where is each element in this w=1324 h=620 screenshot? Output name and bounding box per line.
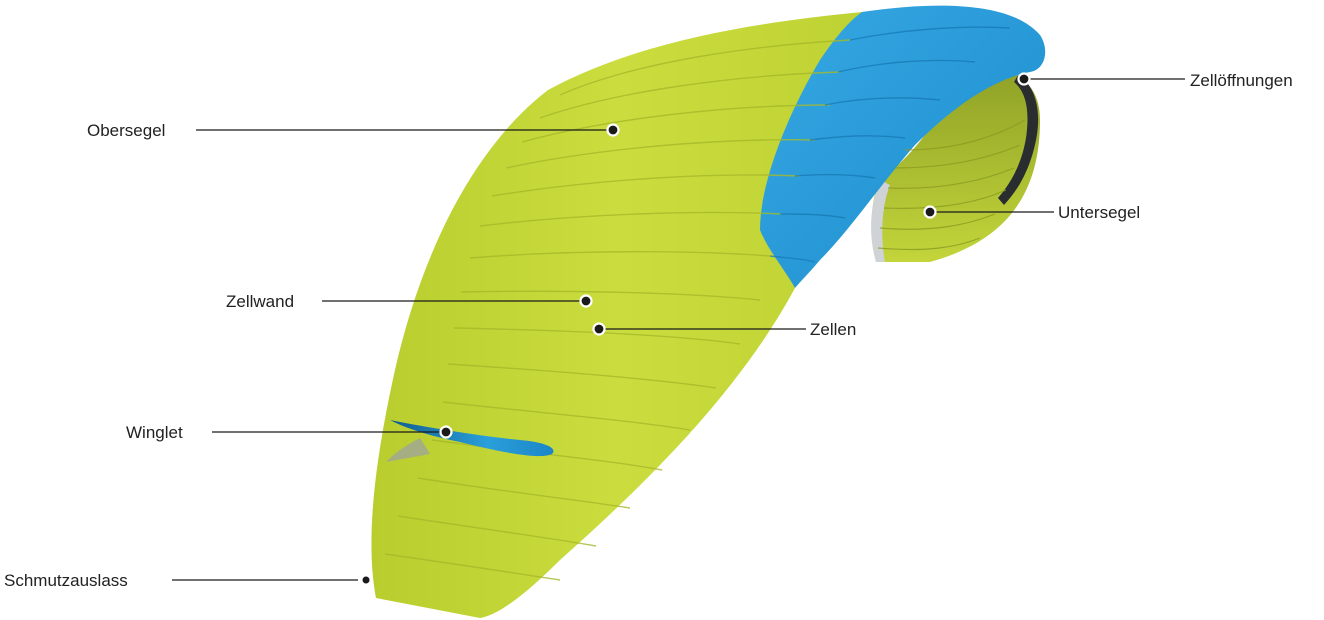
under-surface xyxy=(871,67,1040,262)
marker-obersegel xyxy=(606,123,620,137)
cell-ribs-blue xyxy=(769,26,1011,263)
marker-schmutzauslass xyxy=(362,576,370,584)
marker-zellen xyxy=(592,322,606,336)
label-obersegel: Obersegel xyxy=(87,121,165,140)
label-zellen: Zellen xyxy=(810,320,856,339)
marker-zellwand xyxy=(579,294,593,308)
leading-edge-panel xyxy=(760,5,1046,289)
label-untersegel: Untersegel xyxy=(1058,203,1140,222)
label-zellwand: Zellwand xyxy=(226,292,294,311)
label-zelloeffnungen: Zellöffnungen xyxy=(1190,71,1293,90)
callout-zellen: Zellen xyxy=(592,320,856,339)
under-ribs xyxy=(877,119,1026,251)
upper-surface xyxy=(371,12,862,618)
label-winglet: Winglet xyxy=(126,423,183,442)
cell-openings-band xyxy=(998,75,1039,205)
label-schmutzauslass: Schmutzauslass xyxy=(4,571,128,590)
under-surface-shade xyxy=(871,180,890,262)
callout-obersegel: Obersegel xyxy=(87,121,620,140)
callout-untersegel: Untersegel xyxy=(923,203,1140,222)
callout-schmutzauslass: Schmutzauslass xyxy=(4,571,370,590)
winglet-shape xyxy=(390,420,554,457)
winglet-shadow xyxy=(386,438,430,462)
callout-zellwand: Zellwand xyxy=(226,292,593,311)
callout-zelloeffnungen: Zellöffnungen xyxy=(1017,71,1293,90)
marker-zelloeffnungen xyxy=(1017,72,1031,86)
cell-ribs xyxy=(384,39,851,581)
marker-untersegel xyxy=(923,205,937,219)
callout-winglet: Winglet xyxy=(126,423,453,442)
marker-winglet xyxy=(439,425,453,439)
